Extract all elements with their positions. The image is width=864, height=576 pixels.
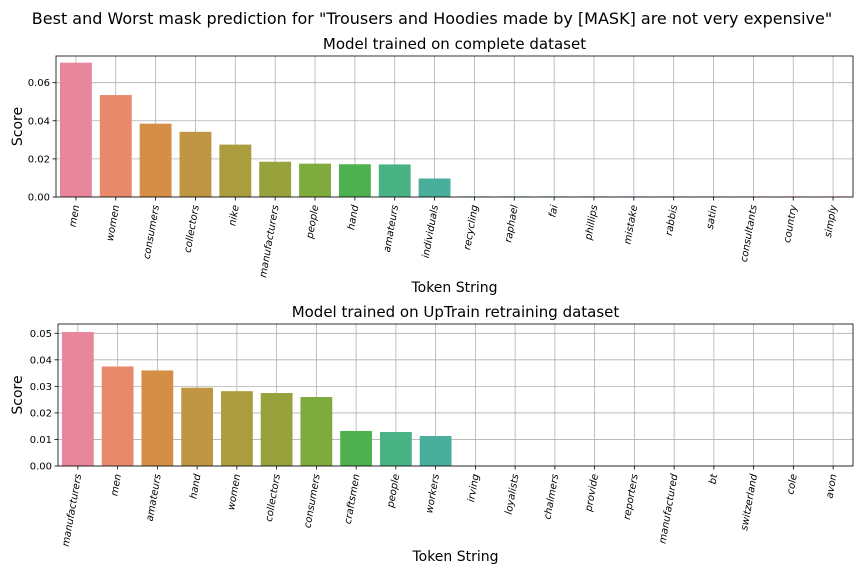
y-axis-label: Score [10,375,26,414]
xtick-label: men [109,473,124,497]
xtick-label: consumers [302,473,322,529]
x-axis-label: Token String [410,280,497,296]
ytick-label: 0.02 [28,154,50,165]
bar-manufacturers [61,331,94,466]
axes-frame [55,55,854,198]
bar-craftsmen [340,430,373,466]
bar-men [101,366,134,466]
chart-panel-complete-dataset: 0.00 0.02 0.04 0.06 men women consumers collect… [10,35,854,296]
axes-frame [57,323,854,467]
xtick-label: nike [227,204,241,227]
xtick-label: country [782,203,800,244]
xtick-label: manufactured [657,473,680,545]
xtick-label: mistake [622,204,640,245]
ytick-label: 0.04 [28,116,50,127]
x-axis-label: Token String [411,549,498,565]
ytick-label: 0.00 [30,462,52,473]
chart-panel-uptrain-dataset: 0.00 0.01 0.02 0.03 0.04 0.05 manufacturers men… [10,303,854,565]
bar-collectors [179,131,212,197]
xtick-label: hand [346,204,361,231]
xtick-label: craftsmen [343,473,363,525]
xtick-label: switzerland [739,473,760,532]
bar-amateurs [378,164,411,197]
xtick-label: consumers [142,204,162,260]
xtick-label: rabbis [664,204,680,236]
bar-nike [219,144,252,197]
chart-title: Model trained on complete dataset [323,35,586,53]
figure-title: Best and Worst mask prediction for "Trou… [32,9,832,28]
bar-hand [338,164,371,197]
y-axis-label: Score [10,107,26,146]
xtick-label: hand [188,473,203,500]
xtick-label: manufacturers [258,204,282,278]
ytick-label: 0.03 [30,382,52,393]
bar-women [99,95,132,197]
bar-people [379,432,412,466]
xtick-label: irving [466,473,482,503]
xtick-label: loyalists [504,473,522,515]
xtick-label: amateurs [382,204,401,253]
ytick-label: 0.06 [28,78,50,89]
chart-title: Model trained on UpTrain retraining data… [292,303,620,321]
ytick-label: 0.05 [30,329,52,340]
xtick-label: men [68,204,83,228]
xtick-label: individuals [421,204,441,259]
bar-women [220,391,253,466]
xtick-label: raphael [503,204,520,244]
bar-individuals [418,178,451,197]
bar-men [59,62,92,198]
xtick-label: provide [583,473,601,513]
xtick-label: collectors [264,473,283,522]
xtick-label: fai [548,204,561,218]
xtick-label: cole [785,473,799,495]
xtick-label: chalmers [542,473,561,520]
bar-people [299,163,331,197]
xtick-label: phillips [583,204,600,242]
xtick-label: workers [424,473,442,514]
bar-consumers [139,123,172,197]
xtick-label: people [305,204,322,240]
xtick-label: consultants [739,204,760,263]
ytick-label: 0.01 [30,435,52,446]
xtick-label: avon [824,473,839,499]
ytick-label: 0.00 [28,193,50,204]
xtick-label: satin [705,204,720,230]
xtick-label: reporters [622,473,641,520]
bar-workers [419,436,452,466]
xtick-label: women [226,473,243,511]
bar-consumers [300,396,333,466]
bar-amateurs [141,370,174,466]
xtick-label: people [385,473,402,509]
bar-manufacturers [259,161,292,197]
ytick-label: 0.02 [30,408,52,419]
xtick-label: bt [708,472,721,485]
xtick-label: recycling [462,204,481,251]
xtick-label: simply [823,203,840,238]
bar-collectors [260,393,293,466]
xtick-label: manufacturers [61,473,85,547]
xtick-label: women [105,204,122,242]
ytick-label: 0.04 [30,355,52,366]
xtick-label: collectors [183,204,202,253]
xtick-label: amateurs [145,473,164,522]
bar-hand [181,387,214,466]
